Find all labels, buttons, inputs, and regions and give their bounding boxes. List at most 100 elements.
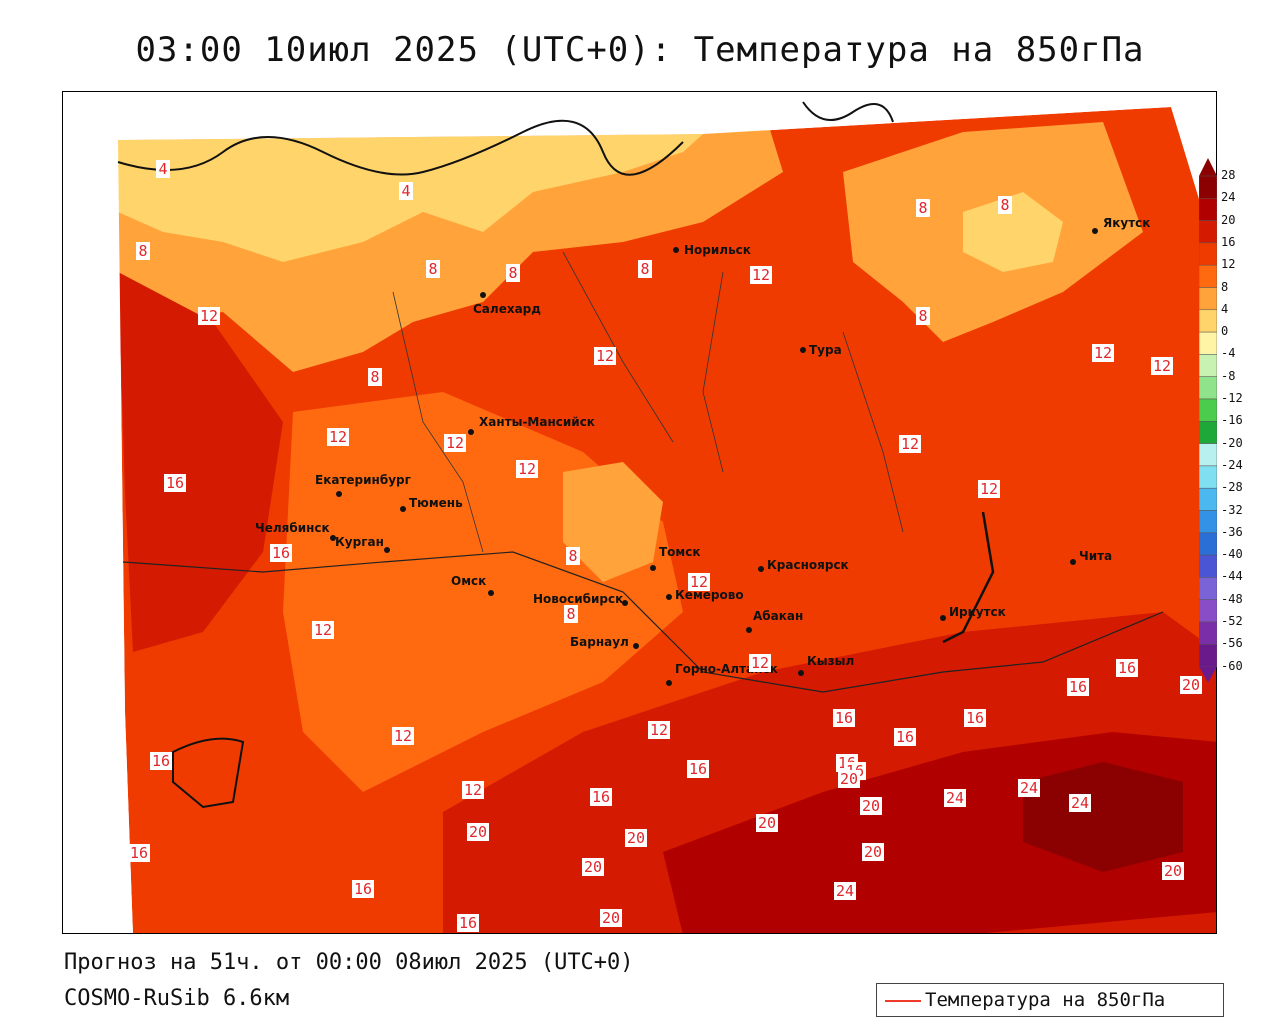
city-label: Екатеринбург [315, 473, 411, 487]
colorbar [1198, 158, 1218, 688]
city-marker[interactable] [480, 292, 486, 298]
isoline-label: 16 [835, 709, 853, 727]
map-panel[interactable]: Норильск Салехард Ханты-Мансийск Тура Якутск… [62, 91, 1217, 934]
colorbar-labels: 28 24 20 16 12 8 4 0 -4 -8 -12 -16 -20 -24 -28 -32 -36 -4… [1221, 168, 1271, 688]
city-marker[interactable] [384, 547, 390, 553]
city-marker[interactable] [940, 615, 946, 621]
isoline-label: 12 [314, 621, 332, 639]
isoline-label-bg [457, 914, 479, 932]
isoline-label-bg [899, 435, 921, 453]
isoline-label-bg [566, 547, 580, 565]
city-marker[interactable] [1070, 559, 1076, 565]
isoline-label-bg [998, 196, 1012, 214]
isoline-label: 20 [602, 909, 620, 927]
colorbar-swatch [1198, 331, 1218, 355]
city-marker[interactable] [650, 565, 656, 571]
isoline-label: 8 [568, 547, 577, 565]
isoline-label: 16 [152, 752, 170, 770]
city-marker[interactable] [633, 643, 639, 649]
isoline-label: 20 [862, 797, 880, 815]
isoline-label-bg [594, 347, 616, 365]
colorbar-label: -24 [1221, 457, 1243, 472]
colorbar-label: 0 [1221, 324, 1229, 339]
legend: Температура на 850гПа [876, 983, 1224, 1017]
city-marker[interactable] [400, 506, 406, 512]
isoline-label-bg [150, 752, 172, 770]
isoline-label: 16 [1069, 678, 1087, 696]
isoline-label: 16 [130, 844, 148, 862]
city-marker[interactable] [666, 680, 672, 686]
colorbar-label: -60 [1221, 658, 1243, 673]
colorbar-label: -8 [1221, 368, 1236, 383]
isoline-label-bg [590, 788, 612, 806]
city-label: Якутск [1103, 216, 1150, 230]
city-marker[interactable] [488, 590, 494, 596]
colorbar-label: 24 [1221, 190, 1236, 205]
isoline-label-bg [462, 781, 484, 799]
isoline-label-bg [638, 260, 652, 278]
isoline-label: 4 [401, 182, 410, 200]
colorbar-swatch [1198, 220, 1218, 244]
city-label: Норильск [684, 243, 751, 257]
isoline-label-bg [352, 880, 374, 898]
city-marker[interactable] [622, 600, 628, 606]
city-marker[interactable] [798, 670, 804, 676]
isoline-label-bg [1151, 357, 1173, 375]
isoline-label: 24 [1020, 779, 1038, 797]
colorbar-label: 4 [1221, 301, 1229, 316]
isoline-label-bg [327, 428, 349, 446]
city-marker[interactable] [336, 491, 342, 497]
colorbar-label: -48 [1221, 591, 1243, 606]
city-label: Ханты-Мансийск [479, 415, 595, 429]
isoline-label: 16 [1118, 659, 1136, 677]
isoline-label-bg [198, 307, 220, 325]
isoline-label: 16 [592, 788, 610, 806]
isoline-label: 12 [752, 266, 770, 284]
isoline-label-bg [860, 797, 882, 815]
colorbar-swatch [1198, 287, 1218, 311]
isoline-label: 12 [200, 307, 218, 325]
city-label: Томск [659, 545, 701, 559]
colorbar-swatch [1198, 599, 1218, 623]
colorbar-swatch [1198, 443, 1218, 467]
isoline-label: 16 [689, 760, 707, 778]
colorbar-swatch [1198, 554, 1218, 578]
city-marker[interactable] [666, 594, 672, 600]
isoline-label: 12 [650, 721, 668, 739]
city-marker[interactable] [673, 247, 679, 253]
isoline-label-bg [1162, 862, 1184, 880]
isoline-label: 20 [1182, 676, 1200, 694]
isoline-label: 20 [758, 814, 776, 832]
isoline-label: 12 [751, 654, 769, 672]
city-marker[interactable] [746, 627, 752, 633]
isoline-label: 20 [584, 858, 602, 876]
legend-label: Температура на 850гПа [925, 989, 1166, 1011]
isoline-label: 12 [394, 727, 412, 745]
colorbar-end-arrow [1199, 666, 1217, 683]
model-name: COSMO-RuSib 6.6км [64, 986, 290, 1011]
city-marker[interactable] [800, 347, 806, 353]
map-title: 03:00 10июл 2025 (UTC+0): Температура на… [135, 30, 1145, 70]
isoline-label-bg [1116, 659, 1138, 677]
colorbar-label: 28 [1221, 168, 1236, 182]
city-marker[interactable] [330, 535, 336, 541]
isoline-label: 20 [469, 823, 487, 841]
colorbar-label: -12 [1221, 391, 1243, 405]
isoline-label-bg [862, 843, 884, 861]
isoline-label: 20 [840, 770, 858, 788]
isoline-label-bg [833, 709, 855, 727]
city-marker[interactable] [1092, 228, 1098, 234]
isoline-label-bg [128, 844, 150, 862]
city-marker[interactable] [468, 429, 474, 435]
isoline-label: 20 [864, 843, 882, 861]
city-label: Красноярск [767, 558, 849, 572]
colorbar-label: 8 [1221, 279, 1229, 294]
isoline-label: 24 [946, 789, 964, 807]
isoline-label: 12 [1153, 357, 1171, 375]
isoline-label: 8 [138, 242, 147, 260]
isoline-label: 12 [518, 460, 536, 478]
city-marker[interactable] [758, 566, 764, 572]
colorbar-label: 20 [1221, 212, 1236, 227]
isoline-label-bg [894, 728, 916, 746]
city-label: Челябинск [255, 521, 330, 535]
